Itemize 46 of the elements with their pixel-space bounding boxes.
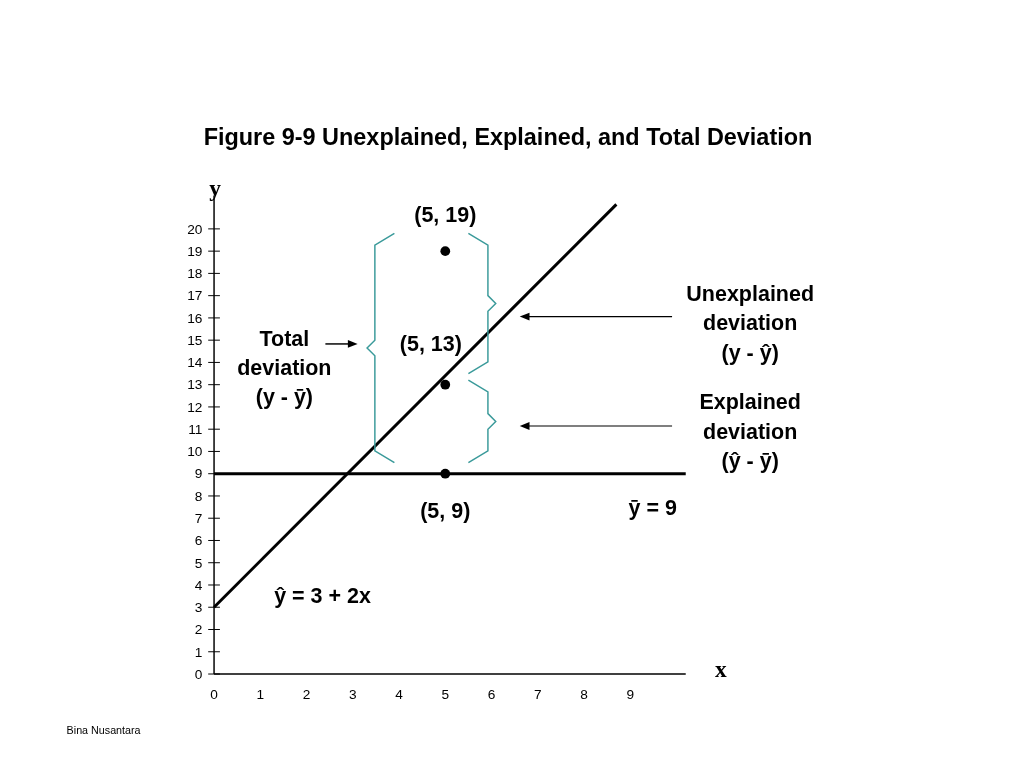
y-tick-label: 20 <box>187 221 203 237</box>
text: Explained deviation (ŷ - ȳ) <box>699 390 801 473</box>
y-tick-label: 15 <box>187 332 203 348</box>
point <box>440 468 451 479</box>
annotation: (5, 13) <box>399 332 462 357</box>
y-axis-title: y <box>209 175 222 202</box>
chart-title: Figure 9-9 Unexplained, Explained, and Total Deviation <box>203 123 813 150</box>
annotation: Total deviation (y - ȳ) <box>237 326 332 410</box>
y-tick-label: 11 <box>188 421 203 437</box>
x-tick-label: 0 <box>210 687 219 703</box>
y-tick-label: 6 <box>194 533 203 549</box>
y-tick-label: 19 <box>187 243 203 259</box>
x-tick-label: 2 <box>302 687 311 703</box>
series-label: ŷ = 3 + 2x <box>274 583 371 608</box>
x-tick-label: 1 <box>256 687 265 703</box>
text: Unexplained deviation (y - ŷ) <box>686 281 815 365</box>
y-tick-label: 1 <box>194 644 203 660</box>
y-tick-label: 14 <box>187 355 203 371</box>
y-tick-label: 0 <box>194 666 203 682</box>
x-tick-label: 5 <box>441 687 450 703</box>
text: Bina Nusantara <box>66 723 141 736</box>
x-tick-label: 9 <box>626 687 635 703</box>
annotation: (5, 9) <box>420 498 471 523</box>
annotation: (5, 19) <box>414 202 477 227</box>
y-tick-label: 3 <box>194 600 203 616</box>
y-tick-label: 9 <box>194 466 203 482</box>
y-tick-label: 5 <box>194 555 203 571</box>
y-tick-label: 18 <box>187 266 203 282</box>
x-tick-label: 4 <box>395 687 404 703</box>
ref-line-label: ȳ = 9 <box>628 495 677 520</box>
x-tick-label: 6 <box>487 687 496 703</box>
y-tick-label: 16 <box>187 310 203 326</box>
y-tick-label: 10 <box>187 444 203 460</box>
y-tick-label: 13 <box>187 377 203 393</box>
y-tick-label: 4 <box>194 577 203 593</box>
point <box>440 246 451 257</box>
y-tick-label: 17 <box>187 288 203 304</box>
y-tick-label: 7 <box>194 511 203 527</box>
y-tick-label: 2 <box>194 622 203 638</box>
x-tick-label: 3 <box>348 687 357 703</box>
x-axis-title: x <box>715 655 728 682</box>
y-tick-label: 8 <box>194 488 203 504</box>
x-tick-label: 7 <box>533 687 542 703</box>
y-tick-label: 12 <box>187 399 203 415</box>
point <box>440 379 451 390</box>
x-tick-label: 8 <box>580 687 588 703</box>
